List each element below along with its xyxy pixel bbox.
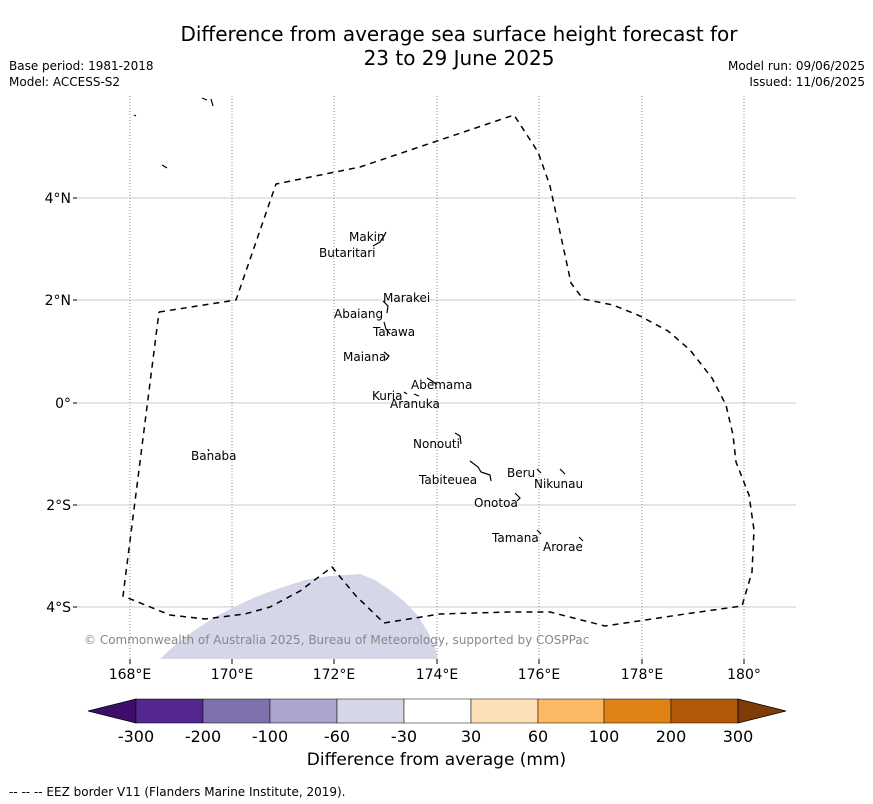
colorbar-segment — [403, 698, 472, 724]
colorbar-segment — [470, 698, 539, 724]
place-label-nikunau: Nikunau — [534, 477, 583, 491]
lon-tick-label: 176°E — [518, 667, 561, 683]
colorbar-segment — [135, 698, 204, 724]
colorbar-tick-label: -60 — [324, 727, 350, 746]
place-label-makin: Makin — [349, 230, 385, 244]
base-period-text: Base period: 1981-2018 — [9, 59, 154, 73]
colorbar-arrow-left — [87, 698, 137, 724]
lon-tick-label: 172°E — [313, 667, 356, 683]
issued-text: Issued: 11/06/2025 — [749, 75, 865, 89]
title-line-1: Difference from average sea surface heig… — [180, 22, 738, 46]
anomaly-region — [160, 574, 438, 659]
colorbar: -300 -200 -100 -60 -30 30 60 100 200 300 — [87, 698, 787, 746]
place-label-tabiteuea: Tabiteuea — [418, 473, 477, 487]
place-label-tamana: Tamana — [491, 531, 539, 545]
place-label-tarawa: Tarawa — [372, 325, 415, 339]
colorbar-segments — [87, 698, 787, 724]
copyright-notice: © Commonwealth of Australia 2025, Bureau… — [84, 633, 589, 647]
colorbar-tick-label: 60 — [528, 727, 548, 746]
place-label-kuria: Kuria — [372, 389, 403, 403]
colorbar-segment — [202, 698, 271, 724]
colorbar-segment — [269, 698, 338, 724]
colorbar-title: Difference from average (mm) — [306, 750, 567, 770]
colorbar-tick-labels: -300 -200 -100 -60 -30 30 60 100 200 300 — [118, 727, 753, 746]
lat-tick-label: 2°S — [46, 498, 71, 514]
colorbar-tick-label: -30 — [391, 727, 417, 746]
colorbar-segment — [603, 698, 672, 724]
place-label-abemama: Abemama — [411, 378, 472, 392]
lat-tick-label: 4°S — [46, 600, 71, 616]
colorbar-arrow-right — [737, 698, 787, 724]
place-label-aranuka: Aranuka — [390, 397, 440, 411]
colorbar-segment — [670, 698, 739, 724]
colorbar-segment — [537, 698, 605, 724]
place-label-banaba: Banaba — [191, 449, 237, 463]
place-label-nonouti: Nonouti — [413, 437, 460, 451]
place-label-arorae: Arorae — [543, 540, 583, 554]
longitude-tick-labels: 168°E 170°E 172°E 174°E 176°E 178°E 180° — [109, 667, 761, 683]
lon-tick-label: 168°E — [109, 667, 152, 683]
lat-tick-label: 0° — [55, 396, 71, 412]
gridlines — [73, 96, 796, 664]
place-label-butaritari: Butaritari — [319, 246, 376, 260]
model-run-text: Model run: 09/06/2025 — [727, 59, 865, 73]
meta-left: Base period: 1981-2018 Model: ACCESS-S2 — [9, 58, 154, 90]
colorbar-tick-label: 200 — [656, 727, 687, 746]
lat-tick-label: 4°N — [45, 191, 71, 207]
colorbar-segment — [336, 698, 405, 724]
place-label-abaiang: Abaiang — [334, 307, 383, 321]
place-label-maiana: Maiana — [343, 350, 386, 364]
latitude-tick-labels: 4°N 2°N 0° 2°S 4°S — [45, 191, 72, 616]
colorbar-tick-label: 100 — [589, 727, 620, 746]
place-label-marakei: Marakei — [383, 291, 430, 305]
island-coastlines — [133, 97, 584, 542]
lon-tick-label: 170°E — [211, 667, 254, 683]
map-canvas: Makin Butaritari Marakei Abaiang Tarawa … — [45, 96, 796, 683]
place-label-onotoa: Onotoa — [474, 496, 518, 510]
title-line-2: 23 to 29 June 2025 — [363, 46, 555, 70]
eez-border — [122, 114, 755, 627]
map-title: Difference from average sea surface heig… — [0, 22, 873, 70]
lon-tick-label: 174°E — [416, 667, 459, 683]
colorbar-tick-label: -300 — [118, 727, 154, 746]
colorbar-tick-label: -100 — [252, 727, 288, 746]
lat-tick-label: 2°N — [45, 293, 71, 309]
lon-tick-label: 180° — [727, 667, 761, 683]
model-text: Model: ACCESS-S2 — [9, 75, 121, 89]
meta-right: Model run: 09/06/2025 Issued: 11/06/2025 — [728, 58, 865, 90]
lon-tick-label: 178°E — [621, 667, 664, 683]
colorbar-tick-label: 30 — [461, 727, 481, 746]
colorbar-tick-label: -200 — [185, 727, 221, 746]
place-labels: Makin Butaritari Marakei Abaiang Tarawa … — [191, 230, 583, 554]
footer-note: -- -- -- EEZ border V11 (Flanders Marine… — [9, 785, 346, 799]
place-label-beru: Beru — [507, 466, 535, 480]
colorbar-tick-label: 300 — [723, 727, 754, 746]
